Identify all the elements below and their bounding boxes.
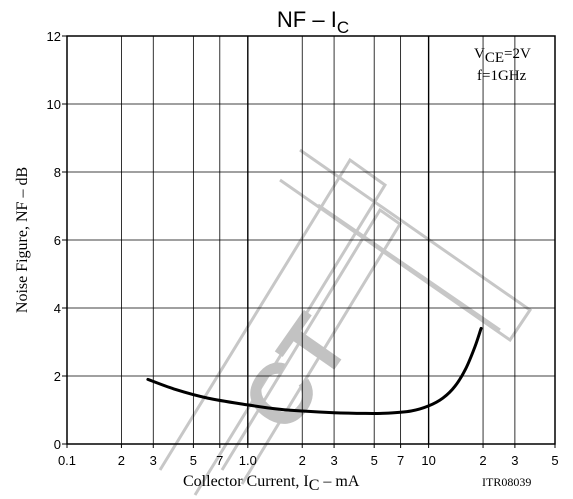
x-axis-ticks: 0.1 2 3 5 7 1.0 2 3 5 7 10 2 3 5	[58, 444, 559, 468]
x-tick-label: 5	[371, 453, 378, 468]
condition-frequency: f=1GHz	[477, 68, 527, 84]
x-tick-label: 2	[299, 453, 306, 468]
x-tick-label: 10	[421, 453, 435, 468]
x-tick-label: 0.1	[58, 453, 76, 468]
y-tick-label: 2	[54, 369, 61, 384]
condition-vce: VCE=2V	[474, 46, 531, 66]
y-tick-label: 10	[47, 97, 61, 112]
x-tick-label: 3	[150, 453, 157, 468]
noise-figure-curve	[146, 326, 483, 415]
y-tick-label: 4	[54, 301, 61, 316]
watermark-stroke	[158, 157, 388, 496]
x-tick-label: 1.0	[239, 453, 257, 468]
x-tick-label: 5	[551, 453, 558, 468]
watermark-stroke	[317, 203, 501, 332]
x-tick-label: 2	[118, 453, 125, 468]
watermark-stroke	[220, 207, 403, 485]
x-tick-label: 7	[397, 453, 404, 468]
x-tick-label: 2	[479, 453, 486, 468]
grid	[67, 36, 555, 444]
y-tick-label: 6	[54, 233, 61, 248]
y-axis-ticks: 0 2 4 6 8 10 12	[47, 29, 67, 452]
watermark-stroke	[279, 148, 533, 343]
figure-code: ITR08039	[482, 475, 531, 489]
x-tick-label: 3	[330, 453, 337, 468]
y-tick-label: 12	[47, 29, 61, 44]
y-tick-label: 8	[54, 165, 61, 180]
x-axis-label: Collector Current, IC – mA	[183, 473, 360, 494]
series-layer	[146, 326, 483, 415]
y-tick-label: 0	[54, 437, 61, 452]
chart-title: NF – IC	[277, 7, 349, 37]
x-tick-label: 7	[216, 453, 223, 468]
watermark-text: CT	[224, 299, 368, 448]
y-axis-label: Noise Figure, NF – dB	[14, 167, 31, 313]
x-tick-label: 5	[190, 453, 197, 468]
x-tick-label: 3	[511, 453, 518, 468]
